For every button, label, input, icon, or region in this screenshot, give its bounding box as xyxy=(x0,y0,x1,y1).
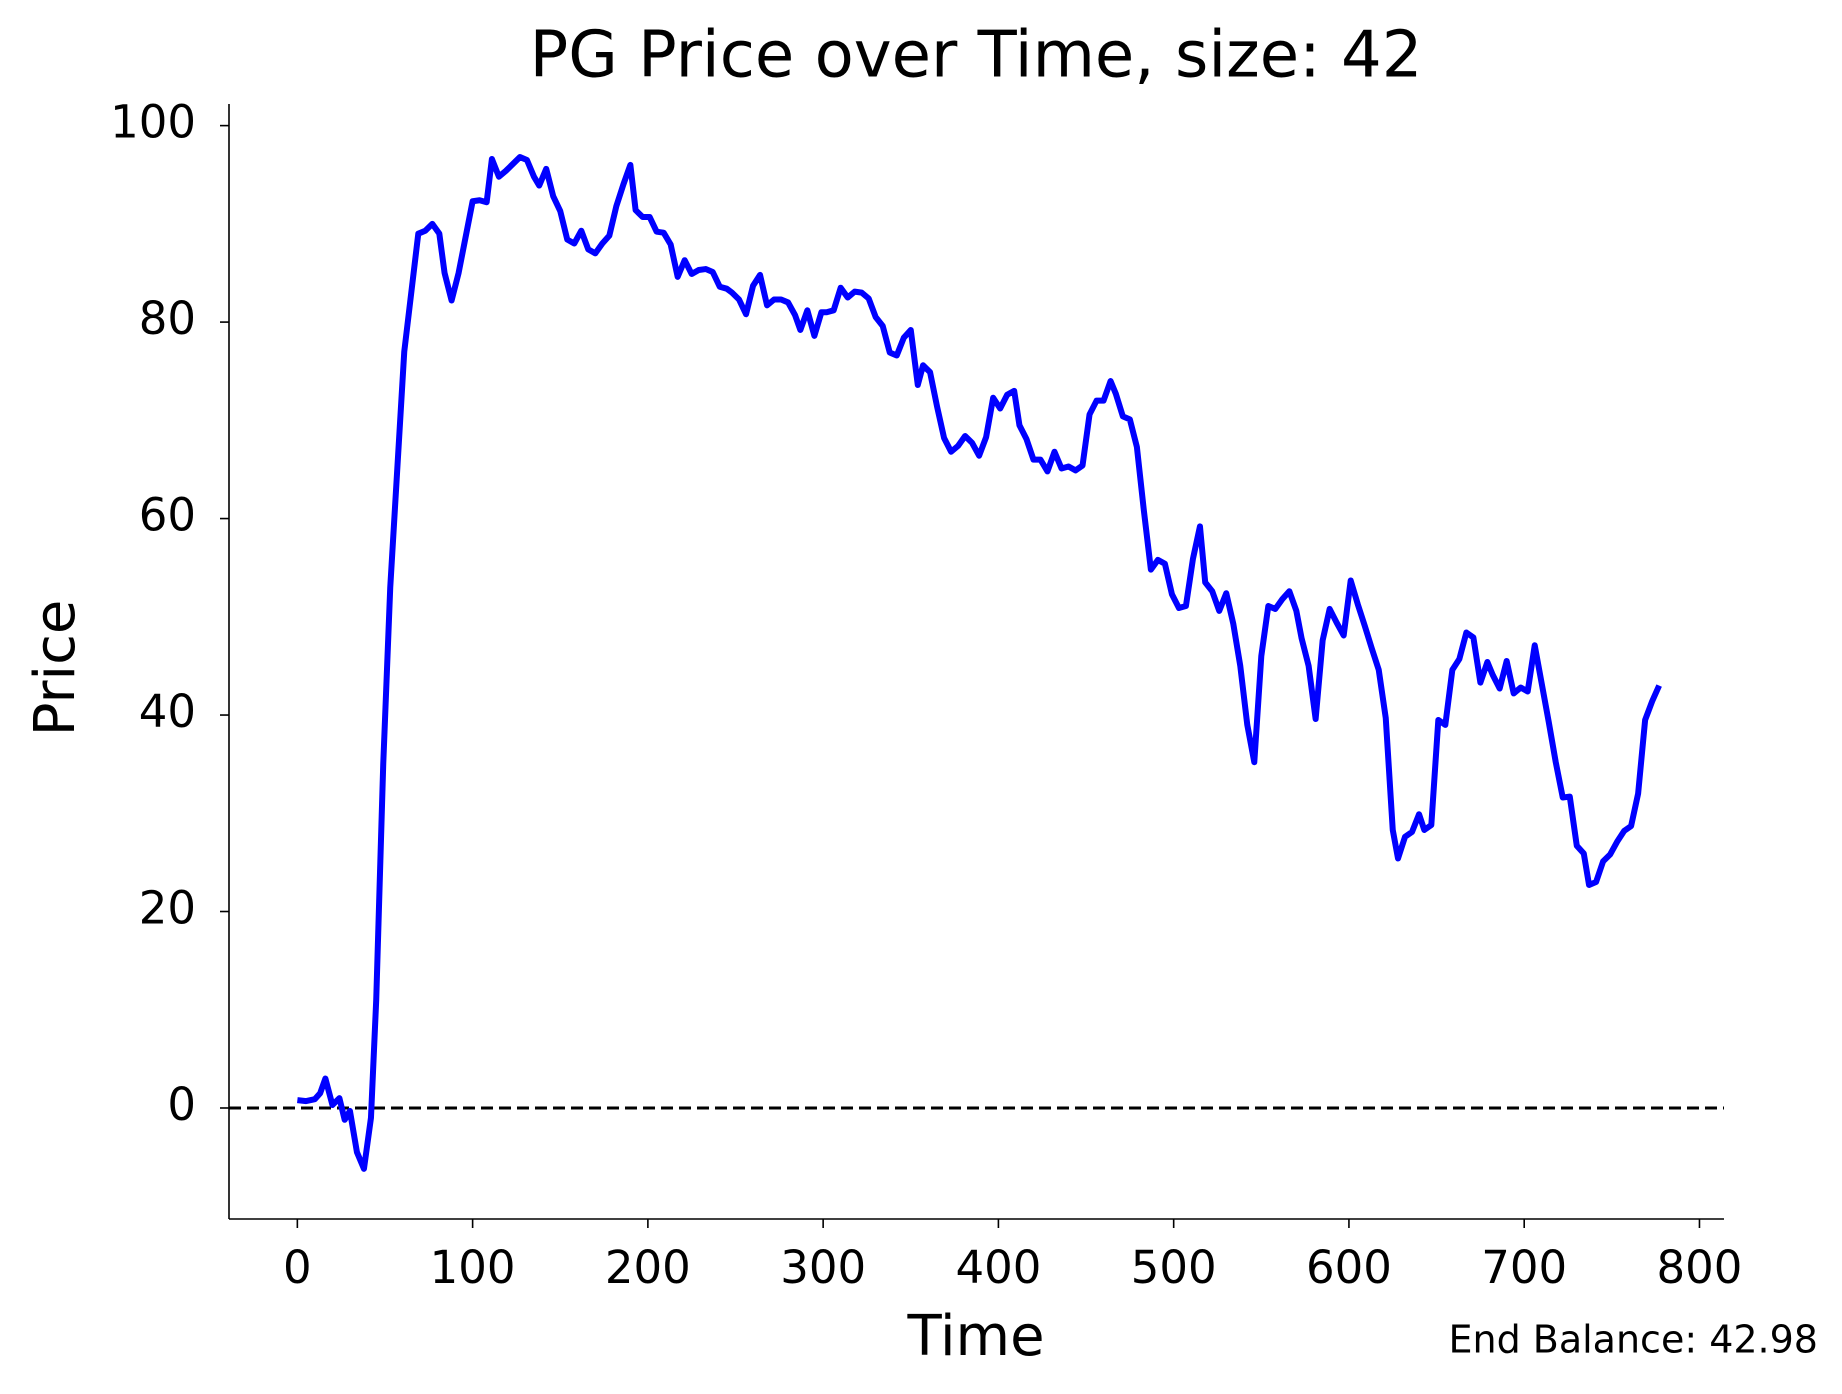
y-tick-label: 20 xyxy=(139,882,196,935)
x-axis-label: Time xyxy=(906,1304,1044,1369)
x-tick-label: 600 xyxy=(1306,1241,1392,1294)
y-tick-label: 40 xyxy=(139,685,196,738)
chart-title: PG Price over Time, size: 42 xyxy=(530,19,1423,93)
x-tick-label: 500 xyxy=(1131,1241,1217,1294)
y-tick-label: 80 xyxy=(139,292,196,345)
y-tick-label: 100 xyxy=(110,96,196,149)
y-axis-label: Price xyxy=(23,600,88,737)
x-tick-label: 300 xyxy=(780,1241,866,1294)
y-tick-label: 60 xyxy=(139,489,196,542)
x-tick-label: 100 xyxy=(430,1241,516,1294)
x-tick-label: 400 xyxy=(955,1241,1041,1294)
x-tick-label: 0 xyxy=(283,1241,312,1294)
y-tick-label: 0 xyxy=(167,1078,196,1131)
x-tick-label: 200 xyxy=(605,1241,691,1294)
annotation: End Balance: 42.98 xyxy=(1448,1318,1818,1362)
x-tick-label: 700 xyxy=(1481,1241,1567,1294)
price-line xyxy=(297,154,1662,1172)
x-tick-label: 800 xyxy=(1657,1241,1743,1294)
